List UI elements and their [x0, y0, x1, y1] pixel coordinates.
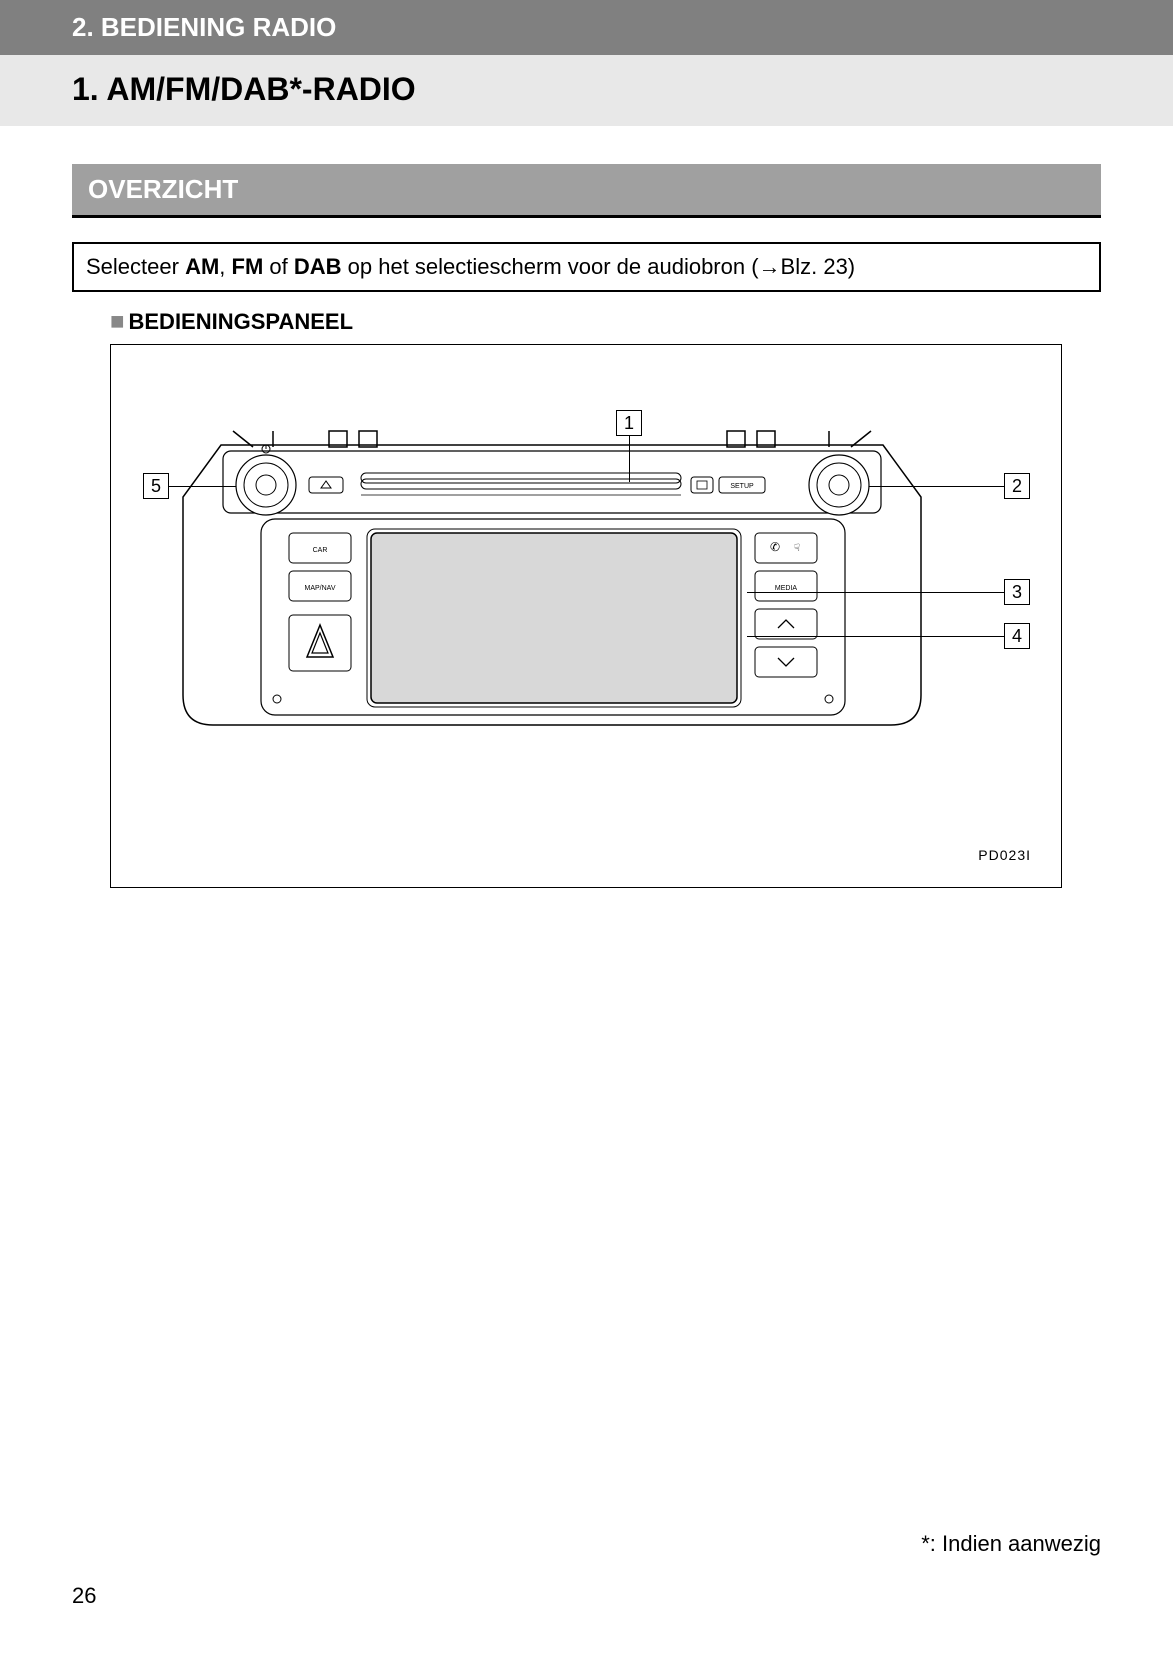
instruction-mid: of	[263, 254, 294, 279]
instruction-sep1: ,	[219, 254, 231, 279]
seek-down-button	[755, 647, 817, 677]
instruction-box: Selecteer AM, FM of DAB op het selecties…	[72, 242, 1101, 292]
footnote: *: Indien aanwezig	[921, 1531, 1101, 1557]
section-heading: OVERZICHT	[72, 164, 1101, 218]
phone-button	[755, 533, 817, 563]
figure-box: 1 2 3 4 5	[110, 344, 1062, 888]
instruction-b2: FM	[232, 254, 264, 279]
subheading: BEDIENINGSPANEEL	[110, 308, 1063, 336]
svg-text:MEDIA: MEDIA	[775, 585, 798, 592]
chapter-breadcrumb: 2. BEDIENING RADIO	[0, 0, 1173, 55]
svg-text:CAR: CAR	[313, 547, 328, 554]
touchscreen	[371, 533, 737, 703]
instruction-b1: AM	[185, 254, 219, 279]
svg-text:☟: ☟	[794, 543, 800, 554]
tune-knob	[809, 455, 869, 515]
svg-text:SETUP: SETUP	[730, 483, 754, 490]
page-number: 26	[72, 1583, 96, 1609]
instruction-post: op het selectiescherm voor de audiobron …	[342, 254, 856, 279]
eject-button	[309, 477, 343, 493]
seek-up-button	[755, 609, 817, 639]
radio-panel-illustration: SETUP CAR MAP/NAV ✆ ☟ MEDIA	[161, 425, 1011, 765]
instruction-pre: Selecteer	[86, 254, 185, 279]
instruction-b3: DAB	[294, 254, 342, 279]
svg-text:✆: ✆	[770, 540, 780, 554]
page-title: 1. AM/FM/DAB*-RADIO	[0, 55, 1173, 126]
svg-text:MAP/NAV: MAP/NAV	[305, 585, 336, 592]
figure-reference: PD023I	[978, 847, 1031, 863]
volume-knob	[236, 455, 296, 515]
